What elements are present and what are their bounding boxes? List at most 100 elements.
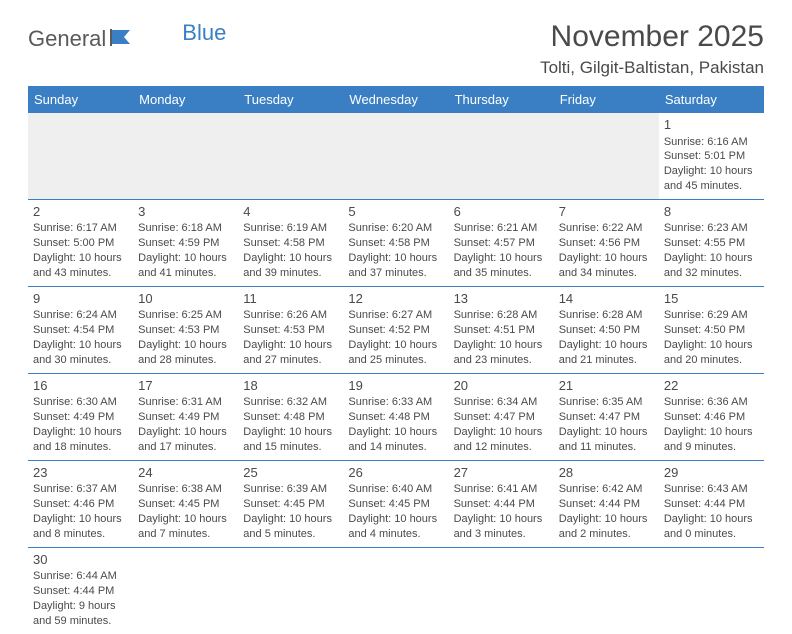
empty-cell — [449, 547, 554, 633]
sunset: Sunset: 4:48 PM — [243, 410, 338, 425]
daylight-2: and 59 minutes. — [33, 614, 128, 629]
daylight-1: Daylight: 10 hours — [138, 512, 233, 527]
empty-cell — [554, 547, 659, 633]
daylight-2: and 15 minutes. — [243, 440, 338, 455]
day-cell: 15Sunrise: 6:29 AMSunset: 4:50 PMDayligh… — [659, 286, 764, 373]
daylight-1: Daylight: 10 hours — [454, 251, 549, 266]
daylight-2: and 39 minutes. — [243, 266, 338, 281]
sunrise: Sunrise: 6:28 AM — [454, 308, 549, 323]
sunrise: Sunrise: 6:16 AM — [664, 135, 759, 150]
sunset: Sunset: 4:57 PM — [454, 236, 549, 251]
daylight-1: Daylight: 10 hours — [664, 338, 759, 353]
daylight-1: Daylight: 10 hours — [243, 338, 338, 353]
daylight-2: and 45 minutes. — [664, 179, 759, 194]
sunset: Sunset: 4:59 PM — [138, 236, 233, 251]
daylight-1: Daylight: 10 hours — [33, 512, 128, 527]
day-cell: 14Sunrise: 6:28 AMSunset: 4:50 PMDayligh… — [554, 286, 659, 373]
calendar-table: Sunday Monday Tuesday Wednesday Thursday… — [28, 86, 764, 634]
blank-cell — [238, 113, 343, 199]
daylight-1: Daylight: 9 hours — [33, 599, 128, 614]
sunrise: Sunrise: 6:43 AM — [664, 482, 759, 497]
day-cell: 13Sunrise: 6:28 AMSunset: 4:51 PMDayligh… — [449, 286, 554, 373]
day-cell: 25Sunrise: 6:39 AMSunset: 4:45 PMDayligh… — [238, 460, 343, 547]
daylight-2: and 14 minutes. — [348, 440, 443, 455]
sunrise: Sunrise: 6:42 AM — [559, 482, 654, 497]
sunrise: Sunrise: 6:20 AM — [348, 221, 443, 236]
day-number: 8 — [664, 203, 759, 221]
day-number: 4 — [243, 203, 338, 221]
day-number: 30 — [33, 551, 128, 569]
daylight-2: and 27 minutes. — [243, 353, 338, 368]
sunset: Sunset: 4:58 PM — [348, 236, 443, 251]
sunset: Sunset: 4:45 PM — [138, 497, 233, 512]
day-number: 12 — [348, 290, 443, 308]
location: Tolti, Gilgit-Baltistan, Pakistan — [540, 58, 764, 78]
sunset: Sunset: 4:50 PM — [664, 323, 759, 338]
daylight-1: Daylight: 10 hours — [559, 512, 654, 527]
day-number: 3 — [138, 203, 233, 221]
daylight-1: Daylight: 10 hours — [454, 512, 549, 527]
daylight-1: Daylight: 10 hours — [664, 512, 759, 527]
daylight-1: Daylight: 10 hours — [348, 251, 443, 266]
day-cell: 8Sunrise: 6:23 AMSunset: 4:55 PMDaylight… — [659, 199, 764, 286]
week-row: 2Sunrise: 6:17 AMSunset: 5:00 PMDaylight… — [28, 199, 764, 286]
day-cell: 21Sunrise: 6:35 AMSunset: 4:47 PMDayligh… — [554, 373, 659, 460]
sunrise: Sunrise: 6:28 AM — [559, 308, 654, 323]
daylight-2: and 4 minutes. — [348, 527, 443, 542]
day-cell: 23Sunrise: 6:37 AMSunset: 4:46 PMDayligh… — [28, 460, 133, 547]
weekday-header: Wednesday — [343, 86, 448, 113]
week-row: 16Sunrise: 6:30 AMSunset: 4:49 PMDayligh… — [28, 373, 764, 460]
sunrise: Sunrise: 6:27 AM — [348, 308, 443, 323]
daylight-2: and 41 minutes. — [138, 266, 233, 281]
blank-cell — [133, 113, 238, 199]
weekday-header: Monday — [133, 86, 238, 113]
daylight-1: Daylight: 10 hours — [243, 251, 338, 266]
day-cell: 11Sunrise: 6:26 AMSunset: 4:53 PMDayligh… — [238, 286, 343, 373]
sunset: Sunset: 4:44 PM — [33, 584, 128, 599]
daylight-1: Daylight: 10 hours — [243, 512, 338, 527]
weekday-header: Thursday — [449, 86, 554, 113]
daylight-2: and 28 minutes. — [138, 353, 233, 368]
day-number: 20 — [454, 377, 549, 395]
empty-cell — [659, 547, 764, 633]
day-cell: 5Sunrise: 6:20 AMSunset: 4:58 PMDaylight… — [343, 199, 448, 286]
sunrise: Sunrise: 6:30 AM — [33, 395, 128, 410]
daylight-2: and 25 minutes. — [348, 353, 443, 368]
day-number: 19 — [348, 377, 443, 395]
daylight-1: Daylight: 10 hours — [243, 425, 338, 440]
day-number: 7 — [559, 203, 654, 221]
day-number: 29 — [664, 464, 759, 482]
day-number: 28 — [559, 464, 654, 482]
daylight-1: Daylight: 10 hours — [559, 338, 654, 353]
sunrise: Sunrise: 6:17 AM — [33, 221, 128, 236]
day-cell: 7Sunrise: 6:22 AMSunset: 4:56 PMDaylight… — [554, 199, 659, 286]
day-cell: 28Sunrise: 6:42 AMSunset: 4:44 PMDayligh… — [554, 460, 659, 547]
day-cell: 3Sunrise: 6:18 AMSunset: 4:59 PMDaylight… — [133, 199, 238, 286]
sunrise: Sunrise: 6:39 AM — [243, 482, 338, 497]
day-number: 24 — [138, 464, 233, 482]
day-number: 18 — [243, 377, 338, 395]
day-number: 11 — [243, 290, 338, 308]
sunset: Sunset: 4:56 PM — [559, 236, 654, 251]
logo-text-blue: Blue — [182, 20, 226, 46]
day-number: 23 — [33, 464, 128, 482]
blank-cell — [449, 113, 554, 199]
day-cell: 22Sunrise: 6:36 AMSunset: 4:46 PMDayligh… — [659, 373, 764, 460]
daylight-2: and 34 minutes. — [559, 266, 654, 281]
daylight-1: Daylight: 10 hours — [138, 338, 233, 353]
day-number: 27 — [454, 464, 549, 482]
sunrise: Sunrise: 6:31 AM — [138, 395, 233, 410]
sunset: Sunset: 4:49 PM — [33, 410, 128, 425]
daylight-1: Daylight: 10 hours — [348, 512, 443, 527]
daylight-1: Daylight: 10 hours — [559, 251, 654, 266]
sunrise: Sunrise: 6:34 AM — [454, 395, 549, 410]
day-cell: 6Sunrise: 6:21 AMSunset: 4:57 PMDaylight… — [449, 199, 554, 286]
day-number: 6 — [454, 203, 549, 221]
blank-row: 1 Sunrise: 6:16 AM Sunset: 5:01 PM Dayli… — [28, 113, 764, 199]
daylight-2: and 7 minutes. — [138, 527, 233, 542]
week-row: 30Sunrise: 6:44 AMSunset: 4:44 PMDayligh… — [28, 547, 764, 633]
daylight-2: and 2 minutes. — [559, 527, 654, 542]
daylight-2: and 3 minutes. — [454, 527, 549, 542]
day-cell: 19Sunrise: 6:33 AMSunset: 4:48 PMDayligh… — [343, 373, 448, 460]
weekday-header: Sunday — [28, 86, 133, 113]
